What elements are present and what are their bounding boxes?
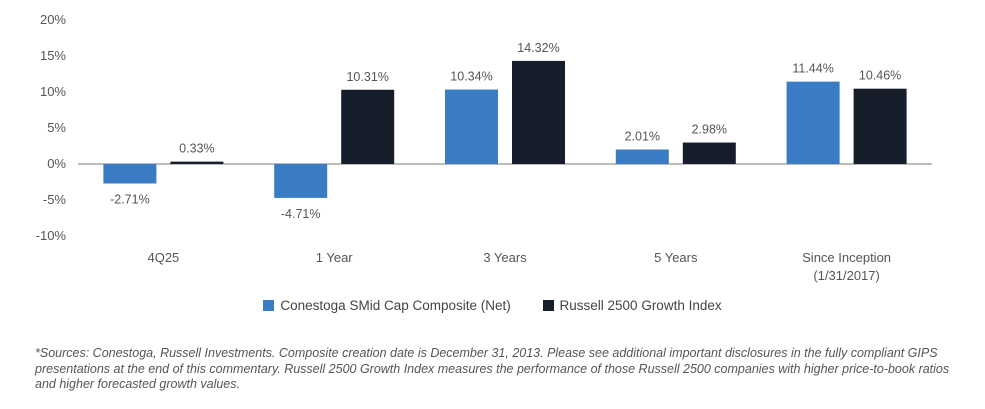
legend-item-composite: Conestoga SMid Cap Composite (Net) bbox=[263, 298, 511, 313]
y-tick-label: -10% bbox=[36, 228, 67, 243]
category-label: 3 Years bbox=[483, 250, 527, 265]
legend-label-composite: Conestoga SMid Cap Composite (Net) bbox=[280, 298, 511, 313]
bar bbox=[103, 164, 157, 184]
category-label: 1 Year bbox=[316, 250, 354, 265]
data-label: 10.34% bbox=[450, 70, 492, 84]
bar bbox=[274, 164, 328, 198]
data-label: 11.44% bbox=[792, 62, 833, 76]
footnote: *Sources: Conestoga, Russell Investments… bbox=[35, 346, 950, 391]
data-label: -2.71% bbox=[110, 193, 150, 207]
y-tick-label: 20% bbox=[40, 12, 66, 27]
legend-swatch-composite bbox=[263, 300, 275, 311]
bar bbox=[786, 81, 840, 164]
category-label: 4Q25 bbox=[147, 250, 179, 265]
bar bbox=[445, 89, 498, 164]
y-tick-label: 0% bbox=[47, 156, 66, 171]
data-label: 2.01% bbox=[625, 130, 660, 144]
bar bbox=[682, 142, 736, 164]
legend-item-index: Russell 2500 Growth Index bbox=[542, 298, 722, 313]
data-label: -4.71% bbox=[281, 207, 321, 221]
data-label: 0.33% bbox=[179, 142, 214, 156]
y-tick-label: 15% bbox=[40, 48, 66, 63]
bar bbox=[615, 149, 669, 164]
data-label: 10.46% bbox=[859, 69, 901, 83]
y-tick-label: 10% bbox=[40, 84, 66, 99]
data-label: 2.98% bbox=[692, 123, 727, 137]
bar bbox=[170, 161, 224, 164]
legend-swatch-index bbox=[542, 300, 554, 311]
y-tick-label: -5% bbox=[43, 192, 67, 207]
category-label: 5 Years bbox=[654, 250, 698, 265]
bar bbox=[853, 88, 907, 164]
bar bbox=[512, 60, 565, 165]
bar bbox=[341, 89, 395, 164]
y-tick-label: 5% bbox=[47, 120, 66, 135]
data-label: 10.31% bbox=[346, 70, 388, 84]
category-label: (1/31/2017) bbox=[813, 268, 880, 283]
legend-label-index: Russell 2500 Growth Index bbox=[559, 298, 722, 313]
bar-chart: 20% 15% 10% 5% 0% -5% -10% -2.71% 0.33% 4Q25 -4.71… bbox=[36, 12, 932, 283]
category-label: Since Inception bbox=[802, 250, 891, 265]
legend: Conestoga SMid Cap Composite (Net) Russe… bbox=[0, 298, 985, 314]
data-label: 14.32% bbox=[517, 41, 559, 55]
